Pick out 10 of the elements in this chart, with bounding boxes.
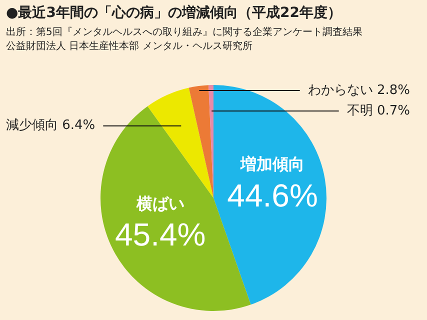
data-label: 45.4% xyxy=(115,216,206,253)
chart-title: ●最近3年間の「心の病」の増減傾向（平成22年度） xyxy=(6,4,342,22)
slice-label: 横ばい xyxy=(135,194,184,213)
slice-label: 不明 0.7% xyxy=(346,103,410,118)
slice-label: 減少傾向 6.4% xyxy=(6,118,96,134)
data-label: 44.6% xyxy=(227,177,318,214)
text: 公益財団法人 日本生産性本部 メンタル・ヘルス研究所 xyxy=(6,41,252,52)
text: 出所：第5回『メンタルヘルスへの取り組み』に関する企業アンケート調査結果 xyxy=(6,27,362,38)
slice-label: わからない 2.8% xyxy=(308,82,410,98)
slice-label: 増加傾向 xyxy=(240,154,305,174)
